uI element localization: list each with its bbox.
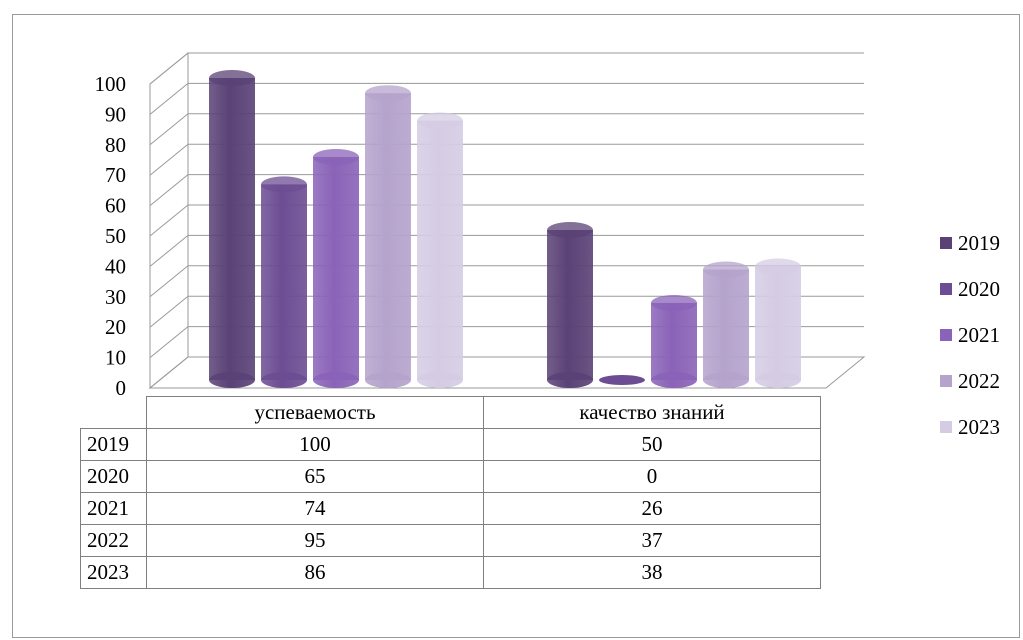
y-tick-label: 0 xyxy=(116,376,127,400)
gridline xyxy=(149,295,864,328)
table-cell: 37 xyxy=(483,524,821,557)
bar xyxy=(365,85,411,388)
table-cell: 0 xyxy=(483,460,821,493)
bar xyxy=(417,112,463,388)
table-row-label: 2020 xyxy=(80,460,147,493)
gridline xyxy=(149,265,864,298)
bars xyxy=(209,70,801,388)
legend-item: 2020 xyxy=(940,266,1000,312)
table-row-label: 2019 xyxy=(80,428,147,461)
bar xyxy=(599,375,645,385)
table-cell: 50 xyxy=(483,428,821,461)
y-tick-label: 30 xyxy=(105,285,126,309)
legend-label: 2020 xyxy=(958,276,1000,301)
table-cell: 95 xyxy=(146,524,484,557)
table-row: 2020 65 0 xyxy=(80,460,821,493)
bar xyxy=(313,149,359,388)
bar xyxy=(703,261,749,388)
gridline xyxy=(149,113,864,146)
y-tick-label: 80 xyxy=(105,133,126,157)
gridline xyxy=(149,52,864,85)
legend-label: 2021 xyxy=(958,322,1000,347)
gridline xyxy=(149,234,864,267)
legend-label: 2022 xyxy=(958,368,1000,393)
gridlines xyxy=(149,52,864,389)
bar xyxy=(651,294,697,388)
table-cell: 65 xyxy=(146,460,484,493)
y-tick-label: 90 xyxy=(105,102,126,126)
table-cell: 100 xyxy=(146,428,484,461)
legend-item: 2022 xyxy=(940,358,1000,404)
y-tick-label: 10 xyxy=(105,346,126,370)
table-row: 2023 86 38 xyxy=(80,556,821,589)
legend-label: 2023 xyxy=(958,414,1000,439)
legend-swatch xyxy=(940,421,952,433)
y-tick-label: 20 xyxy=(105,315,126,339)
gridline xyxy=(149,143,864,176)
gridline xyxy=(149,356,864,389)
bar xyxy=(209,70,255,388)
table-header-row: успеваемость качество знаний xyxy=(80,396,821,429)
data-table: успеваемость качество знаний 2019 100 50… xyxy=(80,396,821,589)
gridline xyxy=(149,326,864,358)
y-tick-label: 70 xyxy=(105,163,126,187)
bar xyxy=(755,258,801,388)
y-tick-label: 100 xyxy=(95,72,127,96)
y-axis-labels: 0 10 20 30 40 50 60 70 80 90 100 xyxy=(95,72,127,400)
table-row: 2019 100 50 xyxy=(80,428,821,461)
chart-frame xyxy=(12,14,1020,638)
y-tick-label: 60 xyxy=(105,194,126,218)
legend-label: 2019 xyxy=(958,230,1000,255)
legend-swatch xyxy=(940,375,952,387)
gridline xyxy=(149,204,864,237)
bar xyxy=(547,222,593,388)
legend-swatch xyxy=(940,329,952,341)
legend: 2019 2020 2021 2022 2023 xyxy=(940,220,1000,450)
gridline xyxy=(149,174,864,206)
table-corner-cell xyxy=(80,396,147,429)
y-tick-label: 40 xyxy=(105,254,126,278)
legend-item: 2023 xyxy=(940,404,1000,450)
legend-item: 2021 xyxy=(940,312,1000,358)
legend-swatch xyxy=(940,283,952,295)
table-header-cell: качество знаний xyxy=(483,396,821,429)
table-cell: 74 xyxy=(146,492,484,525)
table-row-label: 2022 xyxy=(80,524,147,557)
table-cell: 86 xyxy=(146,556,484,589)
bar xyxy=(261,176,307,388)
table-row: 2021 74 26 xyxy=(80,492,821,525)
table-row: 2022 95 37 xyxy=(80,524,821,557)
table-cell: 38 xyxy=(483,556,821,589)
y-tick-label: 50 xyxy=(105,224,126,248)
table-row-label: 2021 xyxy=(80,492,147,525)
table-cell: 26 xyxy=(483,492,821,525)
legend-item: 2019 xyxy=(940,220,1000,266)
legend-swatch xyxy=(940,237,952,249)
table-row-label: 2023 xyxy=(80,556,147,589)
table-header-cell: успеваемость xyxy=(146,396,484,429)
gridline xyxy=(149,82,864,115)
